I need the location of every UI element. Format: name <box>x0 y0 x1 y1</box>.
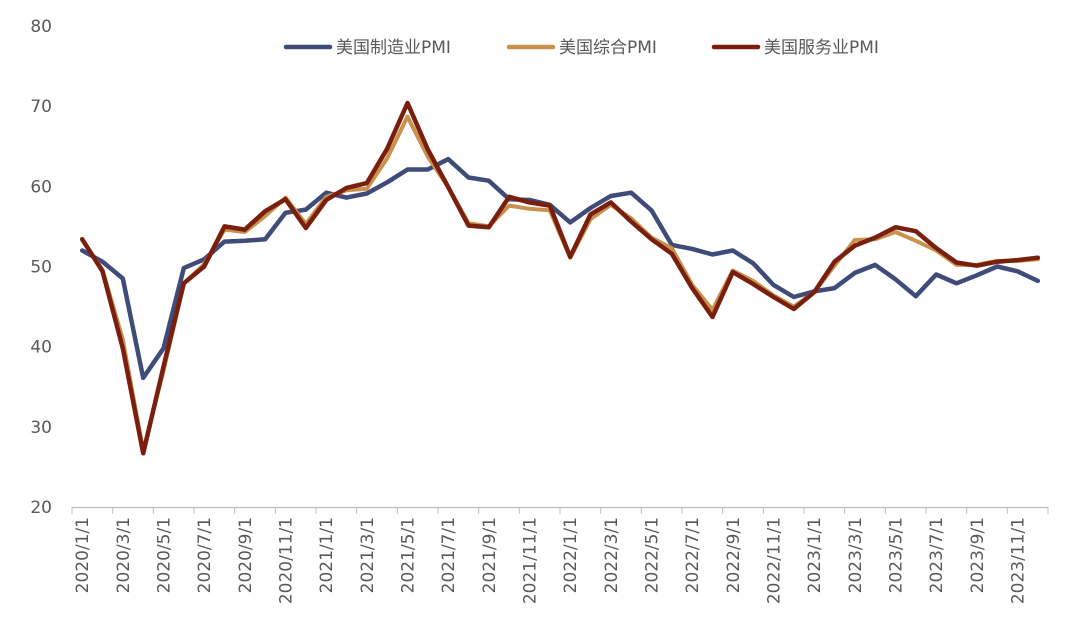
x-tick-label: 2022/5/1 <box>643 517 663 593</box>
x-tick-label: 2020/7/1 <box>195 517 215 593</box>
x-tick-label: 2021/9/1 <box>480 517 500 593</box>
y-tick-label: 60 <box>30 177 52 197</box>
series-line-3 <box>79 100 1041 456</box>
x-tick-label: 2021/1/1 <box>317 517 337 593</box>
legend-label-2: 美国综合PMI <box>559 38 657 58</box>
legend-label-3: 美国服务业PMI <box>764 38 879 58</box>
x-tick-label: 2022/7/1 <box>683 517 703 593</box>
x-tick-label: 2022/3/1 <box>602 517 622 593</box>
series-layer <box>79 100 1041 456</box>
y-tick-label: 50 <box>30 258 52 278</box>
series-line-1 <box>79 156 1041 381</box>
x-tick-label: 2021/11/1 <box>521 517 541 604</box>
chart-legend: 美国制造业PMI 美国综合PMI 美国服务业PMI <box>283 38 879 58</box>
x-tick-label: 2023/1/1 <box>805 517 825 593</box>
x-tick-label: 2023/7/1 <box>927 517 947 593</box>
x-tick-label: 2021/5/1 <box>399 517 419 593</box>
x-tick-label: 2020/9/1 <box>236 517 256 593</box>
y-tick-label: 70 <box>30 97 52 117</box>
x-tick-label: 2022/1/1 <box>561 517 581 593</box>
x-tick-label: 2023/11/1 <box>1009 517 1029 604</box>
x-tick-label: 2021/3/1 <box>358 517 378 593</box>
x-tick-label: 2021/7/1 <box>439 517 459 593</box>
x-tick-label: 2020/11/1 <box>277 517 297 604</box>
x-tick-label: 2022/9/1 <box>724 517 744 593</box>
legend-label-1: 美国制造业PMI <box>336 38 451 58</box>
x-tick-label: 2020/3/1 <box>114 517 134 593</box>
axes-layer: 20 30 40 50 60 70 80 2020/1/1 2020/3/1 2020/5/1 20… <box>30 17 1049 604</box>
x-tick-label: 2022/11/1 <box>765 517 785 604</box>
y-tick-label: 30 <box>30 418 52 438</box>
y-tick-label: 40 <box>30 338 52 358</box>
series-line-2 <box>80 114 1040 453</box>
x-tick-label: 2023/9/1 <box>968 517 988 593</box>
x-tick-label: 2023/5/1 <box>887 517 907 593</box>
y-tick-label: 80 <box>30 17 52 37</box>
x-tick-label: 2020/5/1 <box>155 517 175 593</box>
x-tick-label: 2020/1/1 <box>73 517 93 593</box>
y-tick-label: 20 <box>30 498 52 518</box>
x-tick-label: 2023/3/1 <box>846 517 866 593</box>
